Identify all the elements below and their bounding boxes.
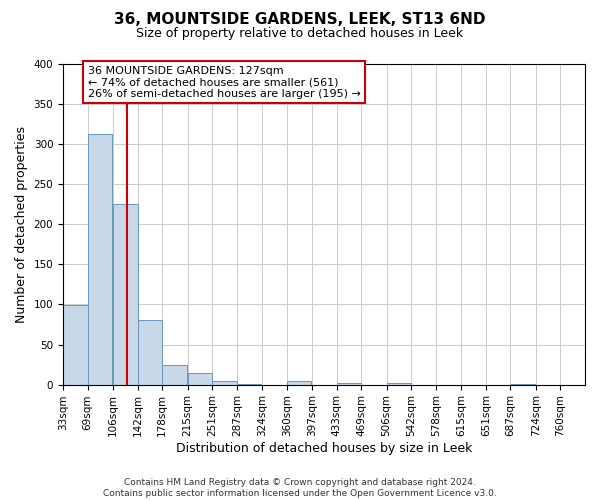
Y-axis label: Number of detached properties: Number of detached properties — [15, 126, 28, 323]
Bar — [113, 204, 137, 384]
Bar — [188, 374, 212, 384]
Bar — [386, 383, 411, 384]
Bar — [137, 320, 162, 384]
Text: Contains HM Land Registry data © Crown copyright and database right 2024.
Contai: Contains HM Land Registry data © Crown c… — [103, 478, 497, 498]
Text: Size of property relative to detached houses in Leek: Size of property relative to detached ho… — [136, 28, 464, 40]
Bar — [212, 380, 237, 384]
Text: 36 MOUNTSIDE GARDENS: 127sqm
← 74% of detached houses are smaller (561)
26% of s: 36 MOUNTSIDE GARDENS: 127sqm ← 74% of de… — [88, 66, 361, 99]
Bar — [287, 380, 311, 384]
Bar — [337, 383, 361, 384]
Bar — [88, 134, 112, 384]
Bar — [63, 305, 88, 384]
Text: 36, MOUNTSIDE GARDENS, LEEK, ST13 6ND: 36, MOUNTSIDE GARDENS, LEEK, ST13 6ND — [114, 12, 486, 28]
Bar — [162, 364, 187, 384]
X-axis label: Distribution of detached houses by size in Leek: Distribution of detached houses by size … — [176, 442, 472, 455]
